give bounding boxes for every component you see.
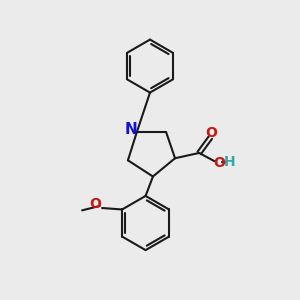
- Text: H: H: [224, 155, 236, 170]
- Text: O: O: [205, 126, 217, 140]
- Text: N: N: [125, 122, 138, 137]
- Text: O: O: [90, 197, 102, 211]
- Text: O: O: [214, 156, 225, 170]
